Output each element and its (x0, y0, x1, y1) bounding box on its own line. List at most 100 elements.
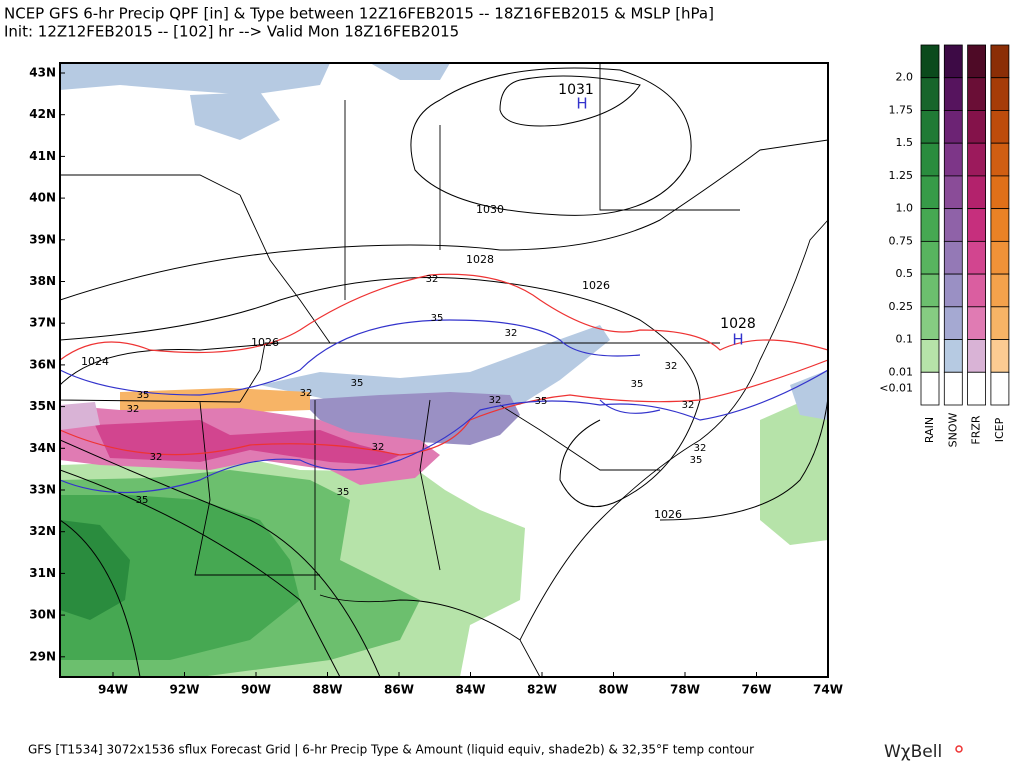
legend-type: FRZR (970, 415, 983, 445)
legend-swatch (943, 142, 963, 177)
legend-swatch (990, 371, 1010, 406)
lat-label: 29N (29, 649, 56, 663)
legend-level: 2.0 (896, 71, 914, 84)
lat-label: 41N (29, 149, 56, 163)
legend-swatch (943, 371, 963, 406)
lat-label: 30N (29, 608, 56, 622)
legend-swatch (990, 306, 1010, 340)
temp-label: 32 (372, 442, 385, 453)
legend-swatch (990, 110, 1010, 144)
legend-swatch (967, 175, 986, 210)
legend-swatch (920, 371, 940, 406)
lat-label: 42N (29, 107, 56, 121)
temp-label: 35 (136, 495, 149, 506)
lat-label: 40N (29, 191, 56, 205)
temp-label: 35 (535, 396, 548, 407)
legend-type: SNOW (946, 413, 959, 448)
legend-swatch (920, 44, 940, 79)
isobar-label: 1024 (81, 355, 109, 368)
legend-swatch (943, 110, 963, 144)
legend-swatch (920, 240, 940, 275)
legend-swatch (920, 208, 940, 242)
legend-swatch (967, 273, 986, 308)
legend-swatch (967, 44, 986, 79)
legend-swatch (990, 142, 1010, 177)
legend-swatch (920, 110, 940, 144)
legend: RAIN SNOW FRZR ICEP 2.0 1.75 1.5 1.25 1.0 0.75 0.5… (879, 44, 1010, 448)
legend-swatch (943, 77, 963, 111)
legend-swatch (990, 175, 1010, 210)
legend-swatch (920, 273, 940, 308)
isobar-label: 1026 (654, 508, 682, 521)
isobar-label: 1030 (476, 203, 504, 216)
lat-label: 31N (29, 566, 56, 580)
lon-label: 84W (456, 683, 486, 697)
lon-label: 78W (670, 683, 700, 697)
legend-level: 0.25 (889, 300, 914, 313)
temp-label: 35 (137, 390, 150, 401)
legend-swatch (943, 208, 963, 242)
legend-swatch (967, 110, 986, 144)
legend-swatch (943, 175, 963, 210)
temp-label: 32 (426, 274, 439, 285)
temp-label: 35 (351, 378, 364, 389)
legend-type: RAIN (923, 417, 936, 443)
temp-label: 35 (631, 379, 644, 390)
subtitle: Init: 12Z12FEB2015 -- [102] hr --> Valid… (4, 23, 459, 41)
legend-swatch (990, 208, 1010, 242)
temp-label: 32 (694, 443, 707, 454)
isobar-label: 1026 (251, 336, 279, 349)
lon-label: 94W (98, 683, 128, 697)
title: NCEP GFS 6-hr Precip QPF [in] & Type bet… (4, 5, 714, 23)
legend-level: 0.1 (896, 333, 914, 346)
isobar-label: 1026 (582, 279, 610, 292)
legend-swatch (943, 306, 963, 340)
legend-swatch (920, 77, 940, 111)
map: 1031 1030 1028 1026 1026 1024 1028 1026 … (29, 62, 843, 697)
legend-level: 1.5 (896, 136, 914, 149)
legend-swatch (967, 77, 986, 111)
temp-label: 35 (337, 487, 350, 498)
lon-label: 92W (170, 683, 200, 697)
legend-swatch (920, 339, 940, 373)
legend-swatch (943, 240, 963, 275)
legend-swatch (990, 273, 1010, 308)
lat-label: 37N (29, 316, 56, 330)
lat-label: 34N (29, 441, 56, 455)
legend-swatch (967, 306, 986, 340)
lat-label: 36N (29, 357, 56, 371)
legend-swatch (967, 142, 986, 177)
legend-type: ICEP (993, 417, 1006, 442)
lon-label: 82W (527, 683, 557, 697)
temp-label: 32 (300, 388, 313, 399)
legend-swatch (990, 339, 1010, 373)
legend-swatch (967, 208, 986, 242)
lat-label: 32N (29, 524, 56, 538)
temp-label: 35 (690, 455, 703, 466)
legend-swatch (920, 142, 940, 177)
legend-level: 1.0 (896, 202, 914, 215)
legend-swatch (967, 240, 986, 275)
lat-label: 35N (29, 399, 56, 413)
logo-dot (955, 745, 963, 753)
legend-swatch (967, 371, 986, 406)
legend-swatch (920, 175, 940, 210)
legend-swatch (943, 339, 963, 373)
legend-level: 0.75 (889, 234, 914, 247)
legend-level: 1.25 (889, 169, 914, 182)
legend-swatch (920, 306, 940, 340)
temp-label: 32 (682, 400, 695, 411)
high-marker: H (576, 95, 587, 113)
lat-label: 39N (29, 232, 56, 246)
lat-label: 33N (29, 483, 56, 497)
lat-label: 38N (29, 274, 56, 288)
legend-level: <0.01 (879, 382, 913, 395)
lon-label: 86W (384, 683, 414, 697)
legend-swatch (943, 273, 963, 308)
isobar-label: 1028 (466, 253, 494, 266)
lon-label: 74W (813, 683, 843, 697)
legend-level: 1.75 (889, 103, 914, 116)
temp-label: 32 (665, 361, 678, 372)
footer: GFS [T1534] 3072x1536 sflux Forecast Gri… (28, 743, 754, 757)
temp-label: 35 (431, 313, 444, 324)
